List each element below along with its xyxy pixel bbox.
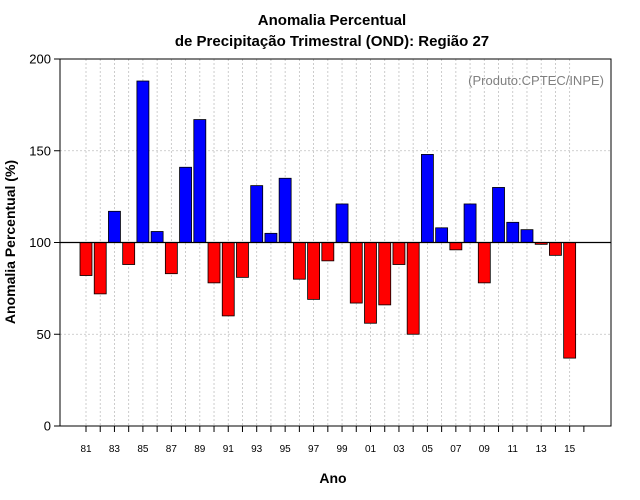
bar-12: [520, 229, 534, 243]
x-tick-label: 85: [137, 444, 149, 455]
x-tick-label: 97: [308, 444, 320, 455]
bar-86: [150, 231, 164, 243]
bars: [79, 80, 577, 359]
bar-01: [364, 242, 377, 324]
x-tick-label: 01: [365, 444, 377, 455]
x-tick-label: 15: [564, 444, 576, 455]
bar-85: [136, 80, 150, 243]
bar-95: [278, 177, 292, 243]
bar-14: [549, 242, 562, 256]
y-tick-label: 200: [29, 52, 51, 67]
bar-83: [108, 210, 121, 243]
x-tick-label: 11: [508, 444, 519, 455]
x-tick-label: 05: [422, 444, 434, 455]
bar-09: [477, 242, 491, 284]
bar-07: [449, 242, 463, 251]
bar-93: [250, 185, 264, 243]
bar-00: [349, 242, 363, 304]
y-tick-label: 150: [29, 143, 51, 158]
chart-title: Anomalia Percentual: [258, 12, 406, 29]
grid-lines: [60, 59, 611, 426]
bar-15: [563, 242, 577, 359]
x-axis: 81 83 85 87 89 91 93 95 97 99 01 03 05 07 09 11 13 15: [80, 426, 585, 455]
bar-96: [292, 242, 306, 280]
x-tick-label: 87: [166, 444, 178, 455]
bar-88: [179, 166, 192, 243]
x-axis-label: Ano: [319, 470, 346, 486]
x-tick-label: 99: [336, 444, 348, 455]
bar-11: [506, 221, 520, 243]
y-tick-label: 50: [37, 327, 51, 342]
bar-97: [307, 242, 321, 300]
bar-87: [164, 242, 178, 275]
bar-90: [207, 242, 221, 284]
bar-02: [378, 242, 392, 306]
bar-84: [122, 242, 136, 265]
bar-92: [236, 242, 249, 278]
bar-91: [221, 242, 235, 317]
y-axis: 0 50 100 150 200: [29, 52, 60, 434]
credit-label: (Produto:CPTEC/INPE): [468, 73, 604, 88]
x-tick-label: 03: [393, 444, 405, 455]
y-tick-label: 100: [29, 235, 51, 250]
x-tick-label: 09: [479, 444, 491, 455]
bar-82: [93, 242, 107, 295]
bar-03: [392, 242, 406, 265]
bar-94: [264, 232, 278, 243]
y-axis-label: Anomalia Percentual (%): [2, 160, 18, 324]
chart-subtitle: de Precipitação Trimestral (OND): Região…: [175, 33, 489, 50]
bar-99: [335, 203, 349, 243]
x-tick-label: 83: [109, 444, 121, 455]
x-tick-label: 07: [450, 444, 462, 455]
x-tick-label: 89: [194, 444, 206, 455]
bar-05: [420, 154, 434, 243]
bar-81: [79, 242, 93, 276]
x-tick-label: 81: [80, 444, 92, 455]
x-tick-label: 93: [251, 444, 263, 455]
bar-04: [406, 242, 420, 335]
bar-98: [321, 242, 335, 262]
x-tick-label: 95: [280, 444, 292, 455]
bar-89: [193, 119, 207, 243]
bar-08: [463, 203, 477, 243]
bar-06: [435, 227, 449, 243]
x-tick-label: 91: [223, 444, 235, 455]
bar-10: [492, 187, 505, 243]
x-tick-label: 13: [536, 444, 548, 455]
y-tick-label: 0: [44, 419, 51, 434]
